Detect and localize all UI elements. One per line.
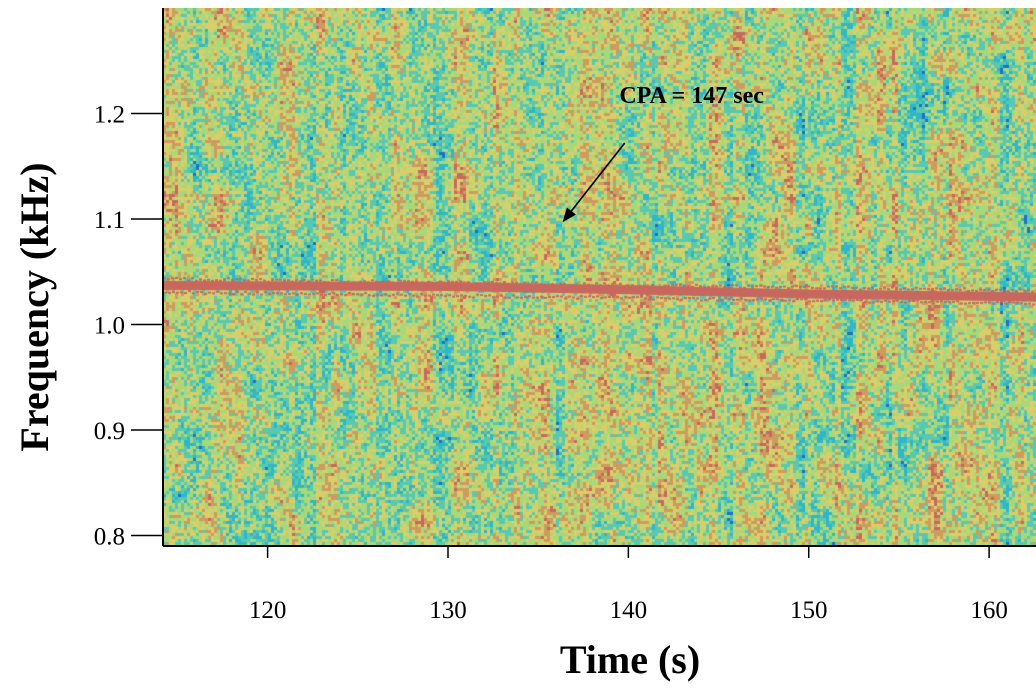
annotation-label: CPA = 147 sec xyxy=(619,83,764,109)
x-tick-label: 130 xyxy=(429,597,467,624)
y-tick-label: 0.8 xyxy=(94,523,125,550)
y-axis-title: Frequency (kHz) xyxy=(12,162,57,451)
x-axis-title: Time (s) xyxy=(560,637,700,682)
x-tick-label: 150 xyxy=(790,597,828,624)
spectrogram-heatmap xyxy=(163,8,1036,546)
annotations: CPA = 147 sec xyxy=(562,83,764,223)
y-ticks: 0.8 0.9 1.0 1.1 1.2 xyxy=(94,101,163,550)
x-tick-label: 160 xyxy=(970,597,1008,624)
x-tick-label: 120 xyxy=(249,597,287,624)
x-ticks: 120 130 140 150 160 xyxy=(249,546,1008,624)
y-tick-label: 1.0 xyxy=(94,312,125,339)
x-tick-label: 140 xyxy=(610,597,648,624)
axes xyxy=(162,8,1036,547)
y-tick-label: 1.2 xyxy=(94,101,125,128)
y-tick-label: 1.1 xyxy=(94,207,125,234)
y-tick-label: 0.9 xyxy=(94,418,125,445)
annotation-arrow xyxy=(562,142,626,223)
